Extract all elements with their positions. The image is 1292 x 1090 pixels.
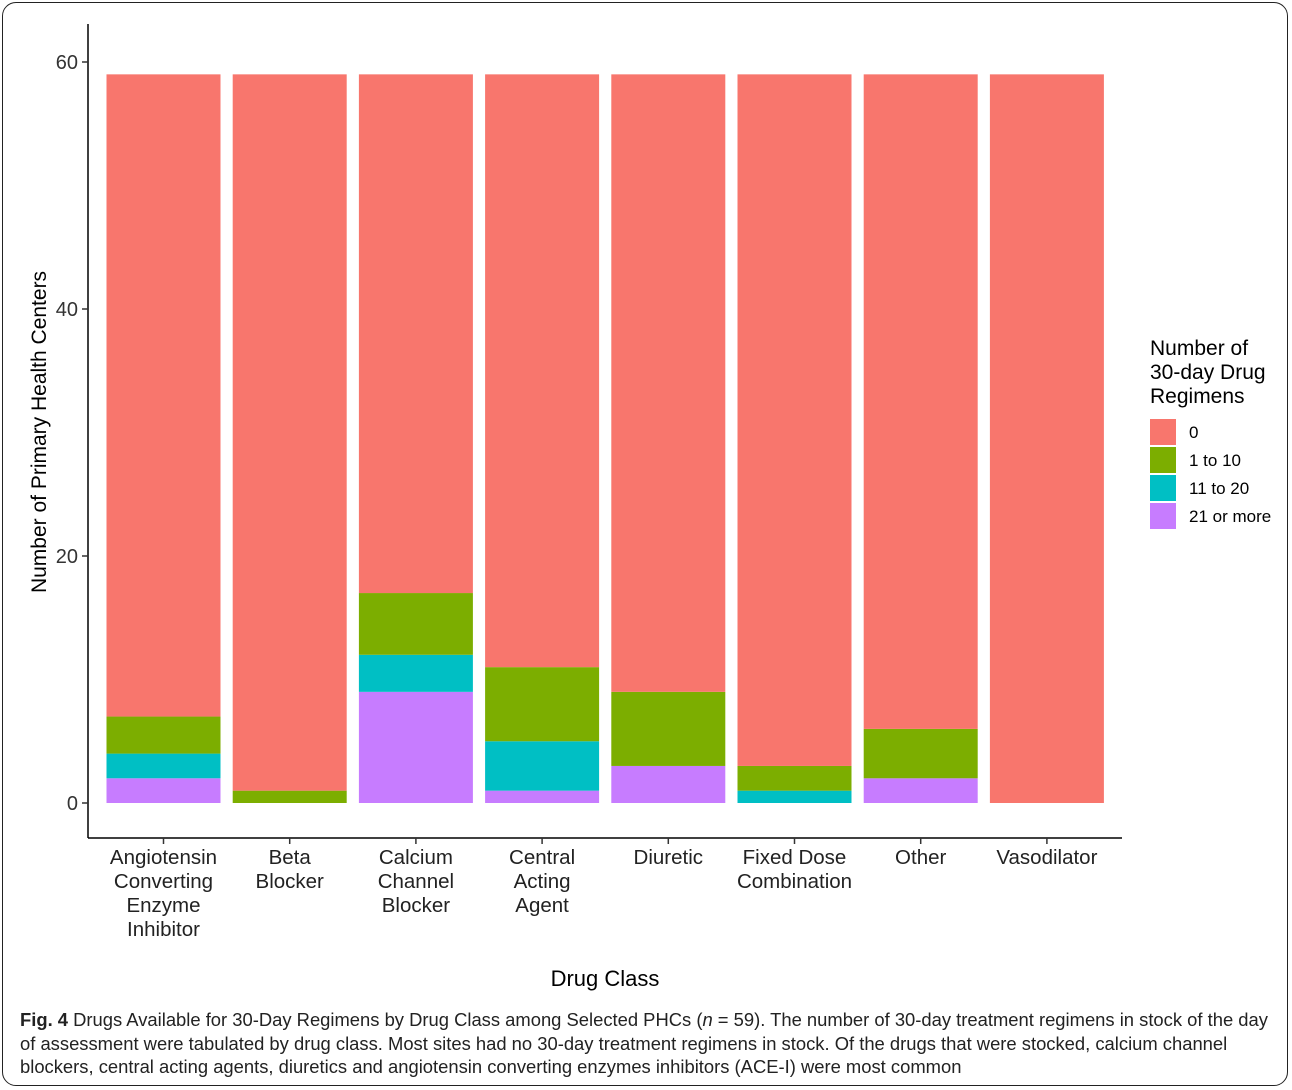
y-tick-label: 40 (56, 299, 78, 321)
legend-label: 11 to 20 (1189, 479, 1249, 498)
bar-segment (106, 753, 221, 779)
x-axis-label: Drug Class (551, 966, 660, 991)
y-tick-label: 0 (67, 793, 78, 815)
legend-label: 21 or more (1189, 507, 1271, 526)
legend-title: Number of 30-day Drug Regimens (1150, 337, 1266, 408)
x-tick-label: Beta Blocker (256, 846, 325, 893)
x-tick-label: Vasodilator (996, 846, 1097, 869)
bar-segment (863, 728, 978, 779)
bar-segment (485, 74, 600, 668)
legend-label: 1 to 10 (1189, 451, 1241, 470)
bar-segment (358, 74, 473, 594)
x-tick-label: Angiotensin Converting Enzyme Inhibitor (110, 846, 217, 941)
bar-segment (358, 654, 473, 692)
bar-segment (611, 691, 726, 766)
bar-segment (989, 74, 1104, 804)
y-tick-label: 60 (56, 52, 78, 74)
bar-segment (863, 74, 978, 729)
y-axis-label: Number of Primary Health Centers (28, 271, 51, 593)
legend: Number of 30-day Drug Regimens 0 1 to 10 11 t… (1150, 337, 1271, 529)
caption-text-2: = 59). The number of 30-day treatment re… (20, 1009, 1268, 1077)
legend-swatch (1150, 475, 1176, 501)
bar-segment (106, 74, 221, 717)
bar-segment (611, 74, 726, 692)
legend-swatch (1150, 419, 1176, 445)
bar-segment (485, 667, 600, 742)
x-tick-label: Fixed Dose Combination (737, 846, 852, 893)
legend-swatch (1150, 447, 1176, 473)
bar-segment (232, 74, 347, 791)
bar-segment (358, 593, 473, 655)
axes-layer: 0 20 40 60 Angiotensin Converting Enzyme Inhibi… (56, 24, 1122, 941)
x-tick-label: Diuretic (634, 846, 704, 869)
bar-segment (485, 741, 600, 791)
bar-segment (106, 716, 221, 754)
x-tick-label: Other (895, 846, 946, 869)
caption-n-symbol: n (702, 1009, 713, 1030)
bar-segment (737, 765, 852, 791)
bar-segment (863, 778, 978, 803)
bar-segment (485, 790, 600, 803)
y-tick-label: 20 (56, 546, 78, 568)
x-tick-label: Calcium Channel Blocker (378, 846, 454, 917)
legend-swatch (1150, 503, 1176, 529)
figure-caption: Fig. 4 Drugs Available for 30-Day Regime… (20, 1008, 1275, 1079)
bar-segment (232, 790, 347, 803)
bar-segment (611, 765, 726, 803)
bars-layer (106, 74, 1104, 804)
bar-segment (106, 778, 221, 803)
legend-label: 0 (1189, 423, 1198, 442)
bar-segment (737, 74, 852, 766)
caption-text-1: Drugs Available for 30-Day Regimens by D… (68, 1009, 703, 1030)
caption-label: Fig. 4 (20, 1009, 69, 1030)
bar-segment (358, 691, 473, 803)
x-tick-label: Central Acting Agent (509, 846, 575, 917)
stacked-bar-chart: 0 20 40 60 Angiotensin Converting Enzyme Inhibi… (28, 24, 1271, 991)
bar-segment (737, 790, 852, 803)
